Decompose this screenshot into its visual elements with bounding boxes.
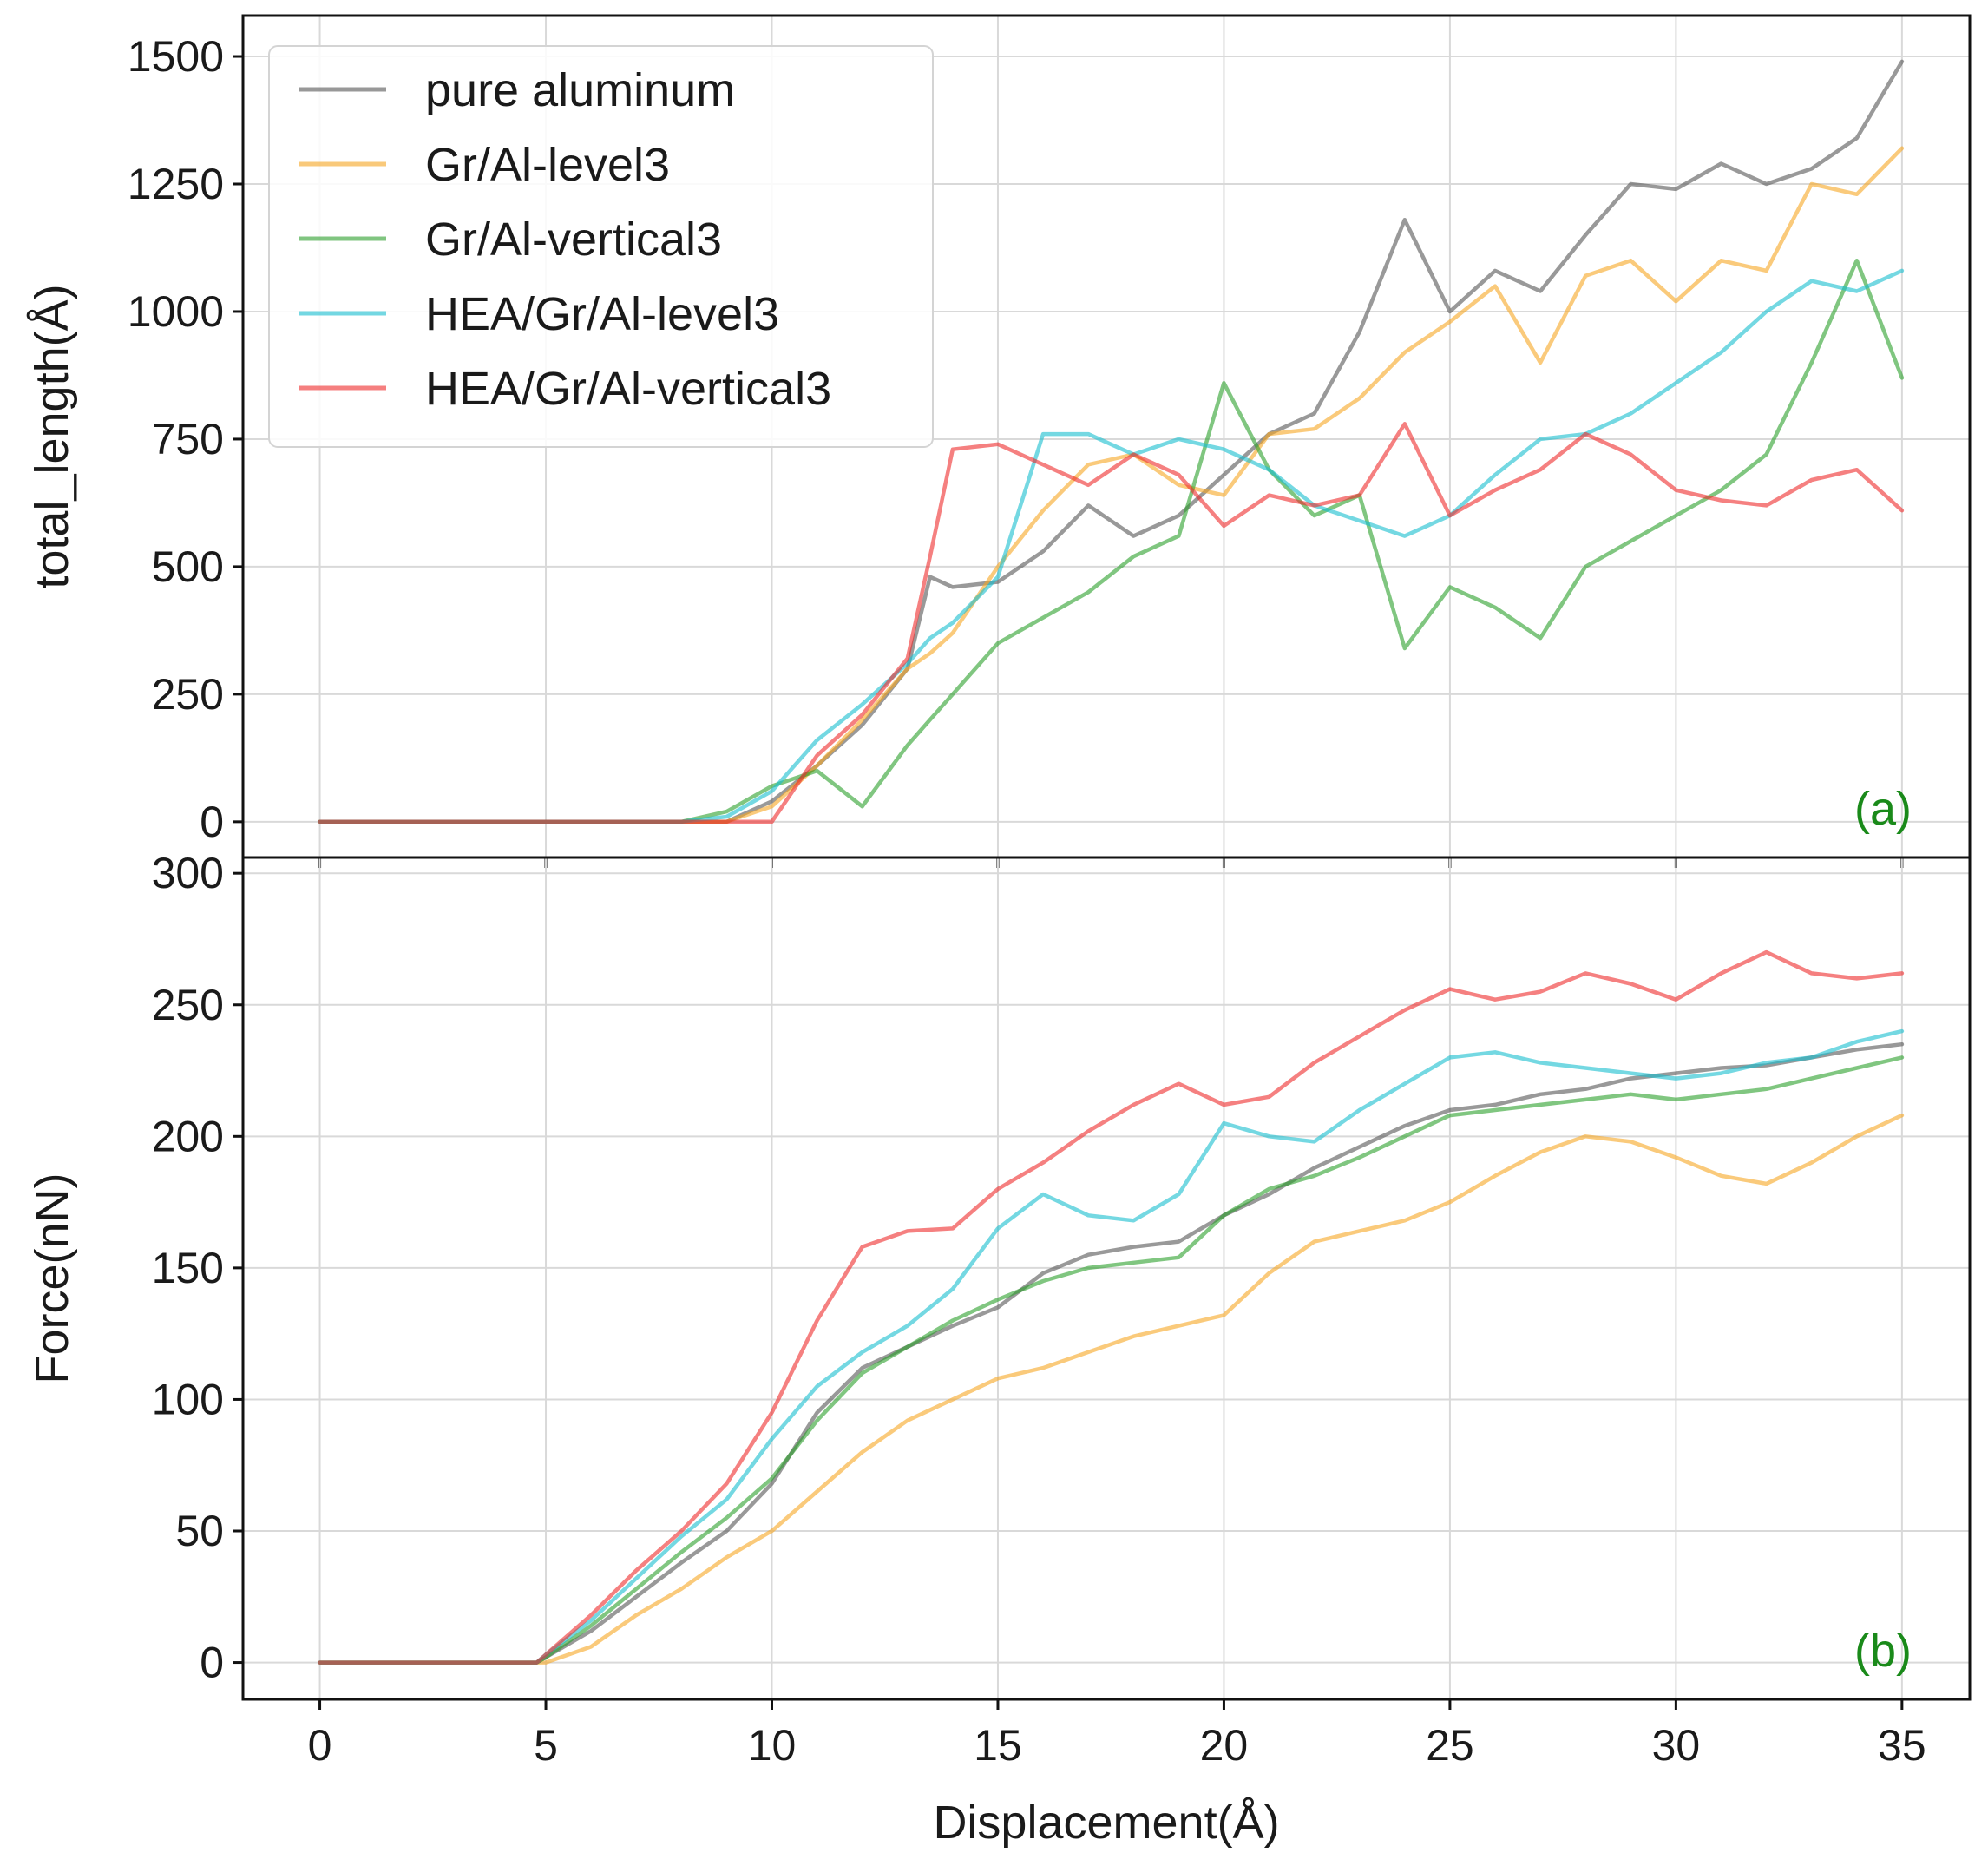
series-line-hea-gr-al-vertical3-panel-a (318, 422, 1905, 825)
panel-label-a: (a) (1854, 783, 1912, 835)
legend-label-gr-al-vertical3: Gr/Al-vertical3 (425, 214, 722, 266)
y-tick-label-0-panel-a: 0 (200, 798, 224, 846)
y-tick-label-250-panel-a: 250 (152, 670, 224, 719)
x-tick-label-15: 15 (974, 1721, 1022, 1770)
panel-label-b: (b) (1854, 1625, 1912, 1677)
x-tick-label-10: 10 (748, 1721, 797, 1770)
series-line-gr-al-vertical3-panel-b (318, 1055, 1905, 1665)
y-axis-title-panel-a: total_length(Å) (26, 284, 78, 588)
y-tick-label-250-panel-b: 250 (152, 981, 224, 1029)
x-tick-label-35: 35 (1878, 1721, 1926, 1770)
panel-b-force: 0 50 100 150 200 250 300 0 5 10 15 20 25 30 35 Force(nN… (26, 849, 1972, 1849)
plot-frame-panel-b (241, 856, 1972, 1701)
series-line-hea-gr-al-level3-panel-a (318, 268, 1905, 825)
y-axis-title-panel-b: Force(nN) (26, 1173, 78, 1383)
y-tick-label-750-panel-a: 750 (152, 415, 224, 463)
y-tick-label-50-panel-b: 50 (175, 1507, 224, 1555)
x-tick-label-0: 0 (308, 1721, 332, 1770)
y-tick-label-200-panel-b: 200 (152, 1112, 224, 1160)
legend: pure aluminum Gr/Al-level3 Gr/Al-vertical3… (268, 45, 934, 448)
series-line-hea-gr-al-level3-panel-b (318, 1028, 1905, 1665)
y-tick-label-300-panel-b: 300 (152, 849, 224, 897)
y-tick-label-1500-panel-a: 1500 (128, 32, 224, 81)
x-tick-label-5: 5 (534, 1721, 558, 1770)
y-tick-label-0-panel-b: 0 (200, 1639, 224, 1687)
legend-label-pure-aluminum: pure aluminum (425, 64, 735, 116)
x-tick-label-30: 30 (1652, 1721, 1701, 1770)
y-tick-label-150-panel-b: 150 (152, 1244, 224, 1292)
x-tick-label-20: 20 (1200, 1721, 1249, 1770)
series-line-hea-gr-al-vertical3-panel-b (318, 949, 1905, 1665)
y-tick-label-1250-panel-a: 1250 (128, 160, 224, 208)
y-tick-label-1000-panel-a: 1000 (128, 287, 224, 336)
y-tick-label-500-panel-a: 500 (152, 542, 224, 591)
legend-label-gr-al-level3: Gr/Al-level3 (425, 139, 670, 191)
series-line-gr-al-level3-panel-a (318, 146, 1905, 825)
legend-label-hea-gr-al-vertical3: HEA/Gr/Al-vertical3 (425, 363, 831, 415)
y-tick-label-100-panel-b: 100 (152, 1375, 224, 1423)
legend-label-hea-gr-al-level3: HEA/Gr/Al-level3 (425, 288, 779, 340)
series-line-gr-al-vertical3-panel-a (318, 258, 1905, 825)
x-axis-title: Displacement(Å) (933, 1797, 1279, 1849)
series-line-gr-al-level3-panel-b (318, 1113, 1905, 1665)
legend-box (268, 45, 934, 448)
x-tick-label-25: 25 (1426, 1721, 1474, 1770)
series-line-pure-aluminum-panel-a (318, 59, 1905, 825)
